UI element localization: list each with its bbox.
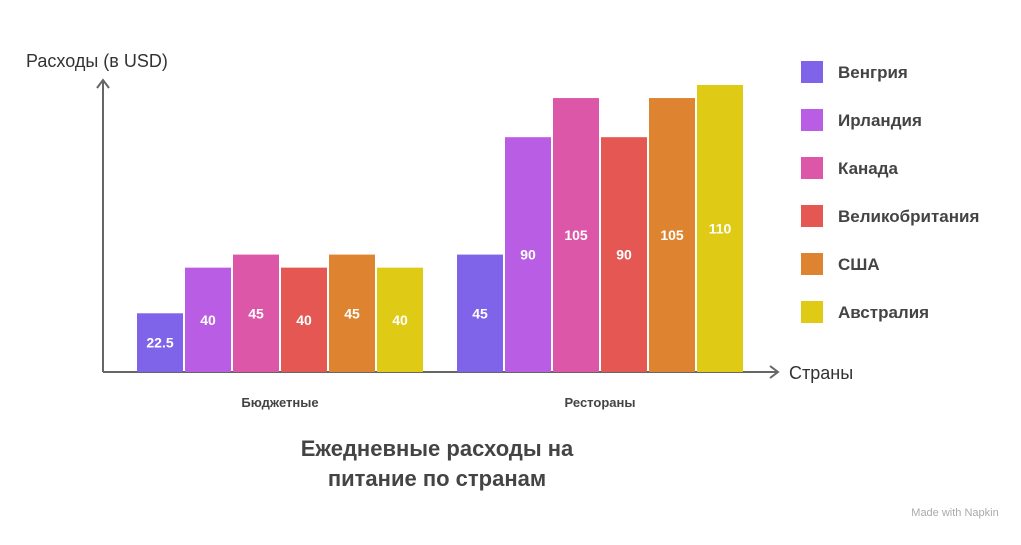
y-axis-arrow-icon xyxy=(96,78,110,89)
bar-value-label: 22.5 xyxy=(146,335,173,351)
legend-label: Австралия xyxy=(838,303,929,322)
chart-title-line-2: питание по странам xyxy=(328,466,546,491)
bar xyxy=(601,137,647,372)
category-label: Бюджетные xyxy=(241,395,318,410)
bar xyxy=(329,254,375,372)
legend-swatch xyxy=(801,253,823,275)
category-label: Рестораны xyxy=(565,395,636,410)
x-axis-label: Страны xyxy=(789,363,853,383)
chart-title-line-1: Ежедневные расходы на xyxy=(301,436,574,461)
legend-swatch xyxy=(801,61,823,83)
bar-value-label: 110 xyxy=(709,221,732,237)
bar xyxy=(377,267,423,372)
legend-label: Канада xyxy=(838,159,899,178)
bar xyxy=(233,254,279,372)
bar xyxy=(649,98,695,372)
legend-label: США xyxy=(838,255,880,274)
legend-label: Венгрия xyxy=(838,63,908,82)
bar-value-label: 105 xyxy=(660,227,684,243)
bar xyxy=(553,98,599,372)
y-axis-label: Расходы (в USD) xyxy=(26,51,168,71)
bar xyxy=(185,267,231,372)
bar xyxy=(697,85,743,372)
bar-value-label: 90 xyxy=(616,247,632,263)
legend-label: Ирландия xyxy=(838,111,922,130)
legend-swatch xyxy=(801,205,823,227)
legend-label: Великобритания xyxy=(838,207,979,226)
legend-swatch xyxy=(801,301,823,323)
bar-value-label: 105 xyxy=(564,227,588,243)
watermark: Made with Napkin xyxy=(911,507,998,519)
bar-value-label: 40 xyxy=(200,312,216,328)
bar-value-label: 45 xyxy=(472,305,488,321)
legend-swatch xyxy=(801,109,823,131)
bar-value-label: 40 xyxy=(392,312,408,328)
bar xyxy=(457,254,503,372)
x-axis-arrow-icon xyxy=(769,365,780,379)
bar-value-label: 40 xyxy=(296,312,312,328)
legend-swatch xyxy=(801,157,823,179)
bar-value-label: 45 xyxy=(248,305,264,321)
bar xyxy=(137,313,183,372)
bar xyxy=(281,267,327,372)
bar-value-label: 45 xyxy=(344,305,360,321)
bar xyxy=(505,137,551,372)
bar-value-label: 90 xyxy=(520,247,536,263)
